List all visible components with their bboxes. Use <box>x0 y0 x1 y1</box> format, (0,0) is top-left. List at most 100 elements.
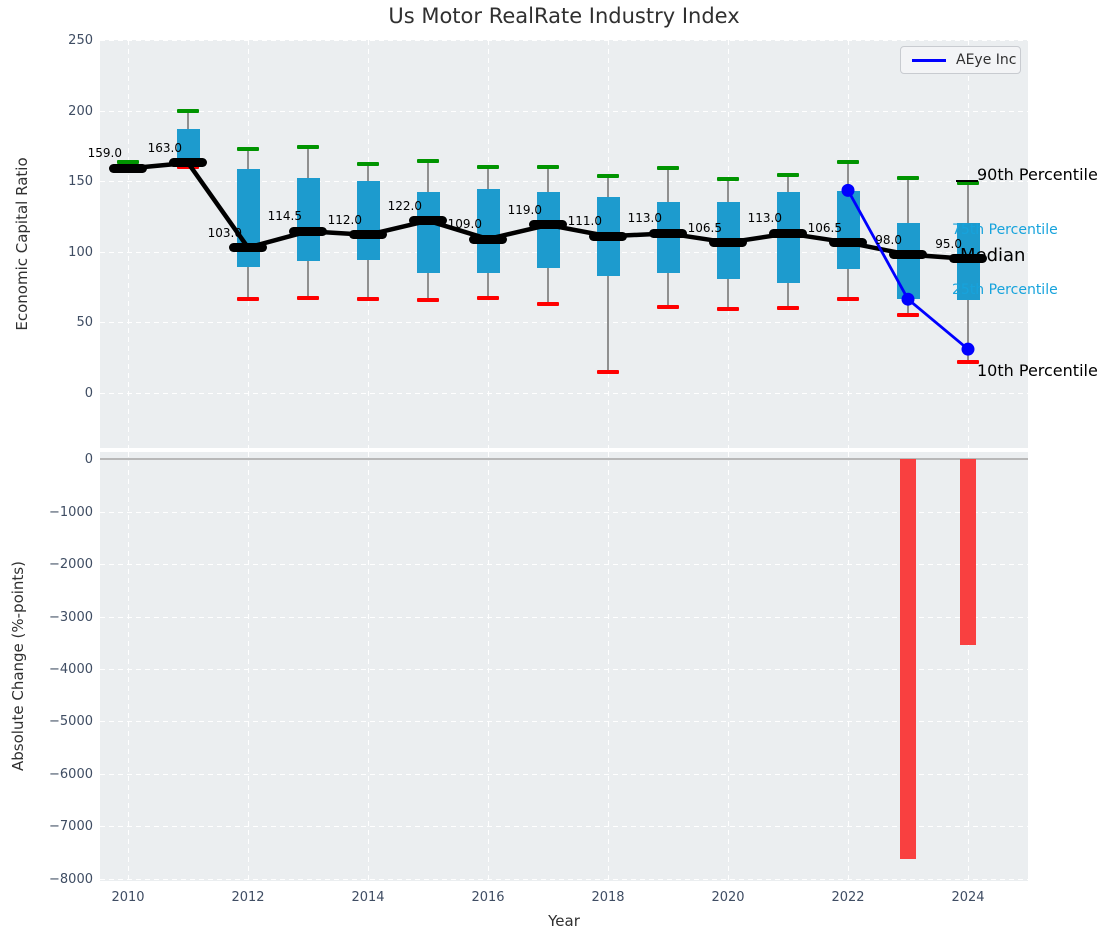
cap-10th-2022 <box>837 297 859 302</box>
median-value-label-2011: 163.0 <box>147 140 182 155</box>
bottom-gridline-vertical <box>128 452 129 881</box>
median-value-label-2015: 122.0 <box>387 198 422 213</box>
bottom-gridline-vertical <box>608 452 609 881</box>
median-marker-2017 <box>529 220 567 230</box>
bottom-gridline-vertical <box>368 452 369 881</box>
median-marker-2021 <box>769 228 807 238</box>
median-value-label-2010: 159.0 <box>87 146 122 161</box>
top-gridline <box>100 110 1028 112</box>
bottom-axes-background <box>100 452 1028 881</box>
bottom-gridline-vertical <box>248 452 249 881</box>
median-marker-2012 <box>229 243 267 253</box>
cap-90th-2019 <box>657 165 679 170</box>
cap-10th-2023 <box>897 313 919 318</box>
annotation-25th-percentile: 25th Percentile <box>952 282 1058 298</box>
median-marker-2020 <box>709 238 747 248</box>
cap-90th-2023 <box>897 175 919 180</box>
median-value-label-2021: 113.0 <box>747 211 782 226</box>
bottom-gridline <box>100 669 1028 671</box>
median-marker-2015 <box>409 216 447 226</box>
cap-10th-2014 <box>357 297 379 302</box>
p90-leader-line <box>956 180 978 182</box>
top-gridline <box>100 322 1028 324</box>
median-marker-2011 <box>169 158 207 168</box>
bottom-y-axis-label: Absolute Change (%-points) <box>9 561 27 771</box>
bottom-y-tick-label: −7000 <box>49 819 93 835</box>
median-marker-2024 <box>949 254 987 264</box>
top-y-tick-label: 0 <box>84 385 93 401</box>
bottom-gridline-vertical <box>968 452 969 881</box>
top-gridline <box>100 392 1028 394</box>
median-marker-2014 <box>349 230 387 240</box>
cap-90th-2016 <box>477 165 499 170</box>
legend-line-sample <box>912 58 946 62</box>
bottom-y-tick-label: −5000 <box>49 714 93 730</box>
bottom-gridline-vertical <box>728 452 729 881</box>
cap-90th-2012 <box>237 147 259 152</box>
bottom-y-tick-label: −1000 <box>49 504 93 520</box>
legend-label: AEye Inc <box>956 52 1017 68</box>
bottom-y-tick-label: −2000 <box>49 557 93 573</box>
median-marker-2019 <box>649 228 687 238</box>
top-y-tick-label: 150 <box>68 174 93 190</box>
cap-10th-2019 <box>657 304 679 309</box>
median-value-label-2020: 106.5 <box>687 220 722 235</box>
top-y-tick-label: 100 <box>68 244 93 260</box>
cap-90th-2022 <box>837 160 859 165</box>
annotation-90th-percentile: 90th Percentile <box>977 165 1098 184</box>
cap-90th-2018 <box>597 174 619 179</box>
top-y-tick-label: 200 <box>68 103 93 119</box>
annotation-75th-percentile: 75th Percentile <box>952 222 1058 238</box>
x-tick-label: 2012 <box>231 890 265 905</box>
median-value-label-2017: 119.0 <box>507 202 542 217</box>
median-value-label-2016: 109.0 <box>447 217 482 232</box>
x-tick-label: 2024 <box>951 890 985 905</box>
top-y-tick-label: 250 <box>68 33 93 48</box>
bottom-y-tick-label: −3000 <box>49 609 93 625</box>
cap-10th-2018 <box>597 369 619 374</box>
bottom-gridline <box>100 826 1028 828</box>
cap-10th-2013 <box>297 295 319 300</box>
annotation-median: Median <box>960 245 1026 266</box>
cap-90th-2020 <box>717 177 739 182</box>
x-tick-label: 2010 <box>111 890 145 905</box>
median-value-label-2023: 98.0 <box>875 232 902 247</box>
median-marker-2018 <box>589 231 627 241</box>
top-gridline-vertical <box>128 40 129 448</box>
x-tick-label: 2022 <box>831 890 865 905</box>
cap-10th-2021 <box>777 305 799 310</box>
bottom-gridline <box>100 511 1028 513</box>
change-bar-2023 <box>900 459 916 859</box>
cap-10th-2017 <box>537 302 559 306</box>
cap-90th-2014 <box>357 161 379 166</box>
median-value-label-2012: 103.0 <box>207 225 242 240</box>
median-marker-2013 <box>289 226 327 236</box>
median-marker-2016 <box>469 234 507 244</box>
change-bar-2024 <box>960 459 976 645</box>
median-value-label-2013: 114.5 <box>267 209 302 224</box>
legend: AEye Inc <box>900 46 1021 74</box>
cap-10th-2015 <box>417 297 439 302</box>
box-2011 <box>176 128 200 165</box>
bottom-y-tick-label: −4000 <box>49 662 93 678</box>
median-value-label-2024: 95.0 <box>935 236 962 251</box>
bottom-gridline <box>100 878 1028 880</box>
x-tick-label: 2016 <box>471 890 505 905</box>
x-tick-label: 2014 <box>351 890 385 905</box>
cap-90th-2015 <box>417 159 439 164</box>
x-axis-label: Year <box>548 912 580 930</box>
top-y-tick-label: 50 <box>76 315 93 331</box>
bottom-gridline <box>100 616 1028 618</box>
cap-90th-2021 <box>777 172 799 177</box>
cap-10th-2020 <box>717 306 739 311</box>
bottom-y-tick-label: −6000 <box>49 766 93 782</box>
cap-90th-2013 <box>297 145 319 150</box>
median-value-label-2018: 111.0 <box>567 214 602 229</box>
bottom-y-tick-label: −8000 <box>49 871 93 887</box>
cap-10th-2012 <box>237 297 259 302</box>
cap-90th-2017 <box>537 165 559 170</box>
median-value-label-2014: 112.0 <box>327 212 362 227</box>
top-y-axis-label: Economic Capital Ratio <box>13 157 31 331</box>
median-value-label-2022: 106.5 <box>807 220 842 235</box>
